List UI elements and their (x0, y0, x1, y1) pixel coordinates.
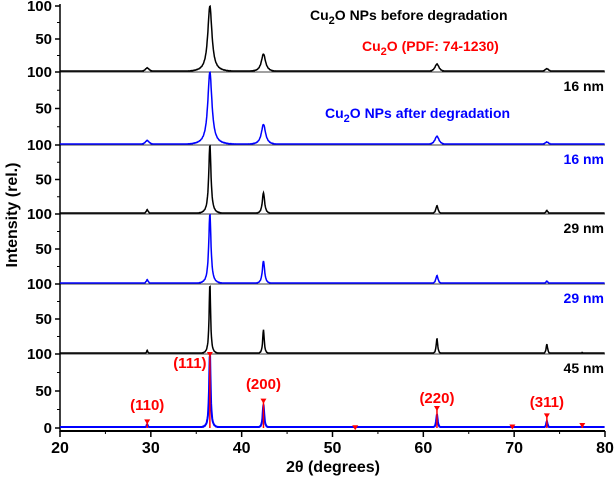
sample-size-label: 45 nm (564, 360, 604, 376)
y-axis-label: Intensity (rel.) (4, 163, 21, 268)
sample-size-label: 29 nm (564, 220, 604, 236)
hkl-label: (200) (246, 376, 281, 393)
reference-marker (352, 425, 359, 431)
y-tick-label: 50 (35, 311, 52, 328)
y-tick-label: 50 (35, 31, 52, 48)
reference-marker (509, 424, 516, 430)
x-tick-label: 60 (414, 440, 432, 457)
spectrum-line-29-nm (60, 144, 605, 214)
sample-size-label: 29 nm (564, 290, 604, 306)
annotation-reference-pdf: Cu2O (PDF: 74-1230) (362, 38, 499, 58)
y-tick-label: 50 (35, 383, 52, 400)
y-tick-label: 100 (27, 137, 52, 154)
hkl-label: (220) (419, 390, 454, 407)
reference-marker (579, 423, 586, 429)
y-tick-label: 100 (27, 346, 52, 363)
x-tick-label: 40 (233, 440, 251, 457)
y-tick-label: 100 (27, 276, 52, 293)
y-tick-label: 100 (27, 0, 52, 15)
spectrum-line-45-nm (60, 285, 605, 354)
annotation-before-degradation: Cu2O NPs before degradation (310, 7, 508, 27)
spectrum-line-29-nm (60, 213, 605, 284)
hkl-label: (311) (530, 394, 564, 411)
reference-marker (543, 413, 550, 419)
sample-size-label: 16 nm (564, 151, 604, 167)
reference-marker (433, 406, 440, 412)
x-tick-label: 30 (142, 440, 160, 457)
y-tick-label: 50 (35, 241, 52, 258)
y-tick-label: 50 (35, 101, 52, 118)
x-tick-label: 80 (596, 440, 614, 457)
spectrum-line-16-nm (60, 4, 605, 72)
spectrum-line-16-nm (60, 71, 605, 145)
spectrum-line-reference-pattern-fit (60, 355, 605, 428)
y-tick-label: 0 (44, 420, 52, 437)
y-tick-label: 100 (27, 64, 52, 81)
hkl-label: (111) (173, 355, 206, 372)
annotation-after-degradation: Cu2O NPs after degradation (325, 105, 510, 125)
x-tick-label: 70 (505, 440, 523, 457)
x-axis-label: 2θ (degrees) (286, 459, 380, 476)
reference-marker (144, 419, 151, 425)
sample-size-label: 16 nm (564, 78, 604, 94)
reference-marker (260, 398, 267, 404)
hkl-label: (110) (130, 397, 164, 414)
reference-marker (206, 352, 213, 357)
x-tick-label: 20 (51, 440, 69, 457)
x-tick-label: 50 (324, 440, 342, 457)
y-tick-label: 50 (35, 172, 52, 189)
y-tick-label: 100 (27, 206, 52, 223)
